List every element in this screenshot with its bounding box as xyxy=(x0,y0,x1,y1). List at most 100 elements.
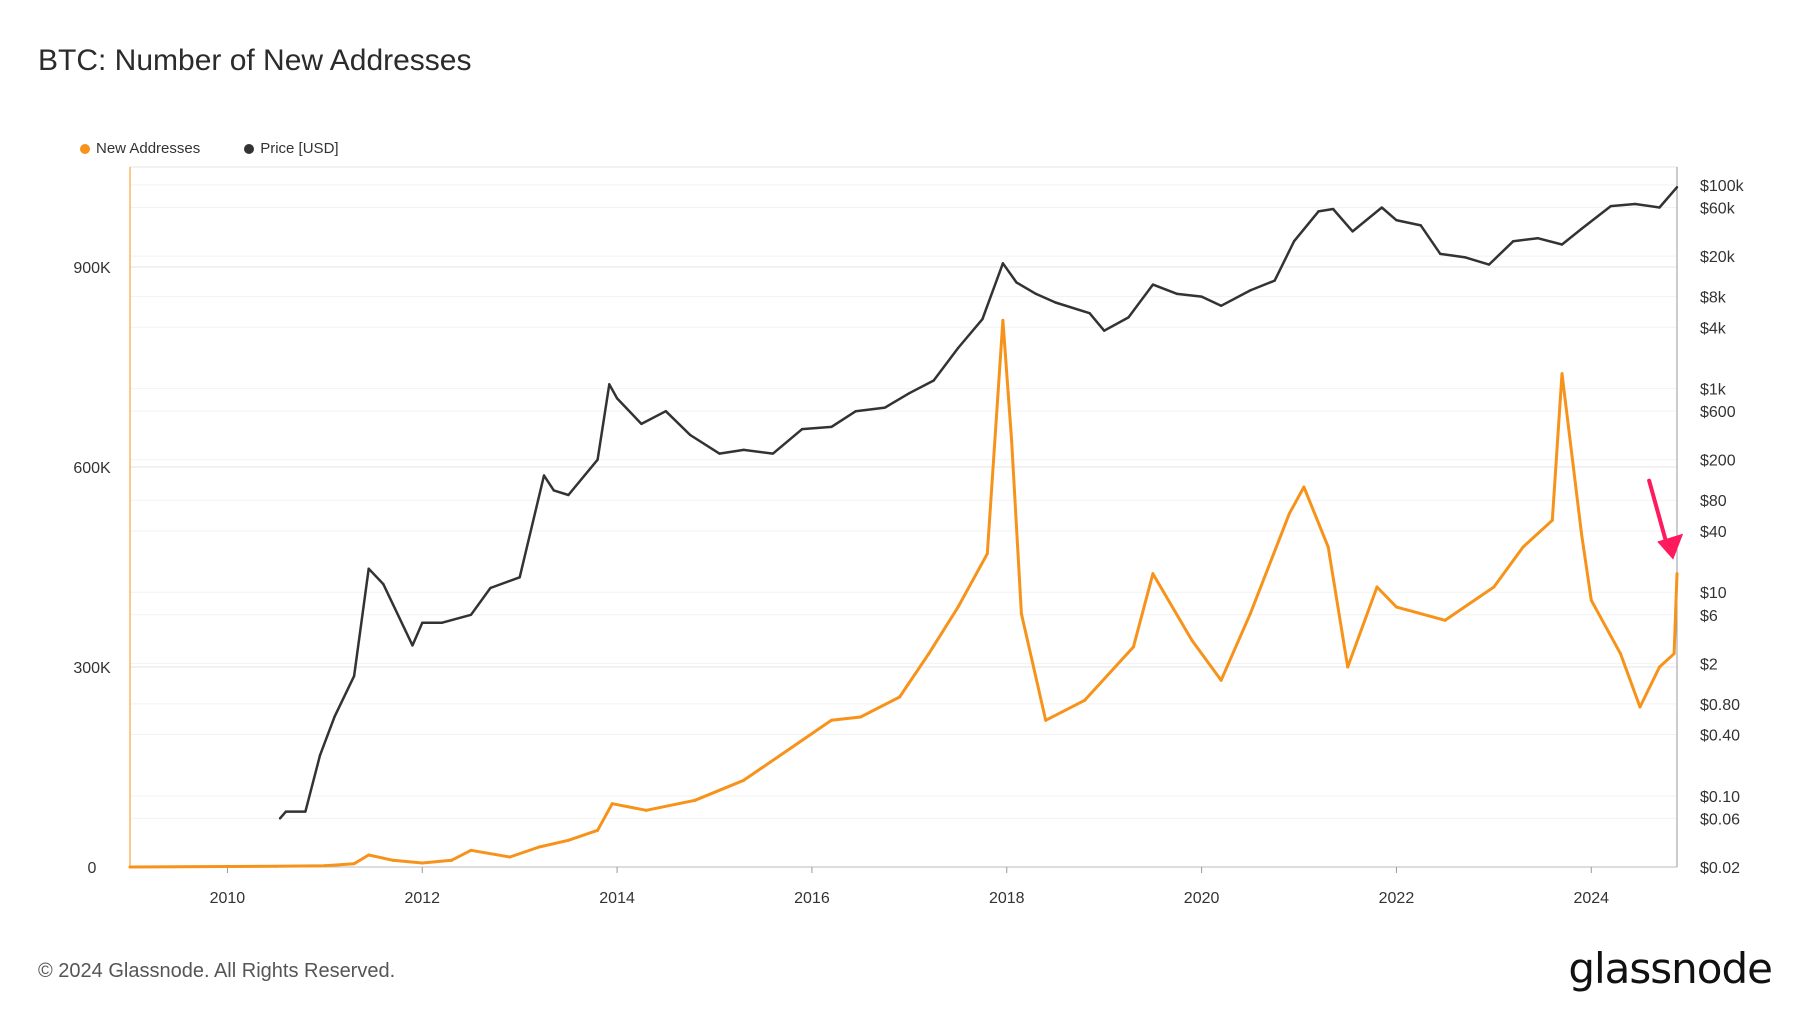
y-left-tick-label: 300K xyxy=(73,660,111,677)
annotation-arrow-shaft xyxy=(1647,478,1670,548)
legend-dot-new-addresses xyxy=(80,143,90,154)
point-price xyxy=(1219,304,1223,307)
point-price xyxy=(440,621,443,625)
point-new-addresses xyxy=(1001,318,1005,322)
point-price xyxy=(932,379,935,382)
point-price xyxy=(908,392,911,395)
glassnode-logo: glassnode xyxy=(1568,944,1773,993)
legend-label-price: Price [USD] xyxy=(260,140,339,157)
point-price xyxy=(742,448,745,452)
point-price xyxy=(1675,185,1679,189)
x-tick-label: 2020 xyxy=(1184,890,1220,907)
point-new-addresses xyxy=(1560,372,1564,376)
point-new-addresses xyxy=(420,861,424,865)
point-price xyxy=(333,715,336,718)
point-new-addresses xyxy=(1657,665,1661,669)
point-price xyxy=(1580,227,1583,231)
point-price xyxy=(608,383,611,386)
point-new-addresses xyxy=(1044,718,1048,722)
point-new-addresses xyxy=(1219,678,1223,682)
x-tick-label: 2018 xyxy=(989,890,1025,907)
point-new-addresses xyxy=(1492,585,1496,589)
point-new-addresses xyxy=(274,864,278,868)
point-new-addresses xyxy=(1010,438,1014,442)
point-price xyxy=(883,406,887,409)
y-right-tick-label: $200 xyxy=(1700,453,1736,470)
legend: New Addresses Price [USD] xyxy=(80,140,339,157)
point-price xyxy=(1331,207,1335,211)
point-price xyxy=(382,582,385,586)
point-price xyxy=(1249,289,1252,292)
legend-dot-price xyxy=(244,143,255,154)
point-new-addresses xyxy=(1443,618,1447,622)
x-tick-label: 2012 xyxy=(404,890,440,907)
annotation-arrow-head xyxy=(1657,533,1684,560)
point-new-addresses xyxy=(596,828,600,832)
y-right-tick-label: $60k xyxy=(1700,201,1736,218)
point-new-addresses xyxy=(1375,585,1379,589)
point-price xyxy=(1102,329,1106,332)
point-new-addresses xyxy=(1675,572,1679,576)
point-new-addresses xyxy=(610,802,614,806)
x-tick-label: 2010 xyxy=(210,890,246,907)
point-new-addresses xyxy=(1131,645,1135,649)
y-right-tick-label: $20k xyxy=(1700,249,1736,266)
point-price xyxy=(567,493,570,497)
y-right-tick-label: $600 xyxy=(1700,404,1736,421)
point-new-addresses xyxy=(1326,545,1330,549)
point-price xyxy=(1292,240,1296,243)
point-price xyxy=(771,452,775,455)
point-price xyxy=(956,346,960,350)
y-right-tick-label: $0.10 xyxy=(1700,789,1740,806)
point-price xyxy=(1536,236,1539,240)
y-right-tick-label: $100k xyxy=(1700,178,1745,195)
y-right-tick-label: $80 xyxy=(1700,493,1727,510)
point-price xyxy=(1560,243,1564,246)
y-right-tick-label: $0.40 xyxy=(1700,728,1740,745)
point-new-addresses xyxy=(566,838,570,842)
point-new-addresses xyxy=(956,605,960,609)
point-new-addresses xyxy=(1589,598,1593,602)
point-price xyxy=(542,474,546,477)
point-price xyxy=(352,674,356,678)
y-right-tick-label: $10 xyxy=(1700,585,1727,602)
point-price xyxy=(1633,202,1637,206)
point-price xyxy=(1351,230,1354,233)
chart-title: BTC: Number of New Addresses xyxy=(38,44,472,77)
point-new-addresses xyxy=(742,778,746,782)
y-right-tick-label: $6 xyxy=(1700,608,1718,625)
x-tick-label: 2022 xyxy=(1379,890,1415,907)
point-new-addresses xyxy=(1394,605,1398,609)
plot-frame xyxy=(129,166,1678,868)
point-price xyxy=(1151,283,1155,286)
point-new-addresses xyxy=(1019,612,1023,616)
point-new-addresses xyxy=(1083,698,1087,702)
point-new-addresses xyxy=(1672,652,1676,656)
point-new-addresses xyxy=(927,652,931,656)
point-new-addresses xyxy=(323,864,327,868)
point-price xyxy=(1512,240,1515,243)
point-price xyxy=(304,810,307,813)
point-price xyxy=(800,427,804,431)
point-price xyxy=(278,817,282,820)
point-new-addresses xyxy=(790,745,794,749)
point-price xyxy=(1609,204,1612,208)
legend-item-new-addresses[interactable]: New Addresses xyxy=(80,140,200,157)
point-price xyxy=(596,458,599,461)
x-tick-label: 2024 xyxy=(1573,890,1609,907)
point-price xyxy=(469,613,473,616)
series-line-price xyxy=(279,186,1678,820)
point-new-addresses xyxy=(693,798,697,802)
copyright-footer: © 2024 Glassnode. All Rights Reserved. xyxy=(38,960,396,982)
x-tick-label: 2016 xyxy=(794,890,830,907)
point-price xyxy=(1487,263,1491,266)
legend-item-price[interactable]: Price [USD] xyxy=(244,140,339,157)
point-price xyxy=(1439,252,1442,256)
point-price xyxy=(664,409,667,413)
y-right-tick-label: $0.80 xyxy=(1700,697,1740,714)
point-new-addresses xyxy=(1151,572,1155,576)
point-new-addresses xyxy=(1287,512,1291,516)
point-price xyxy=(1200,295,1203,298)
y-right-tick-label: $4k xyxy=(1700,320,1727,337)
